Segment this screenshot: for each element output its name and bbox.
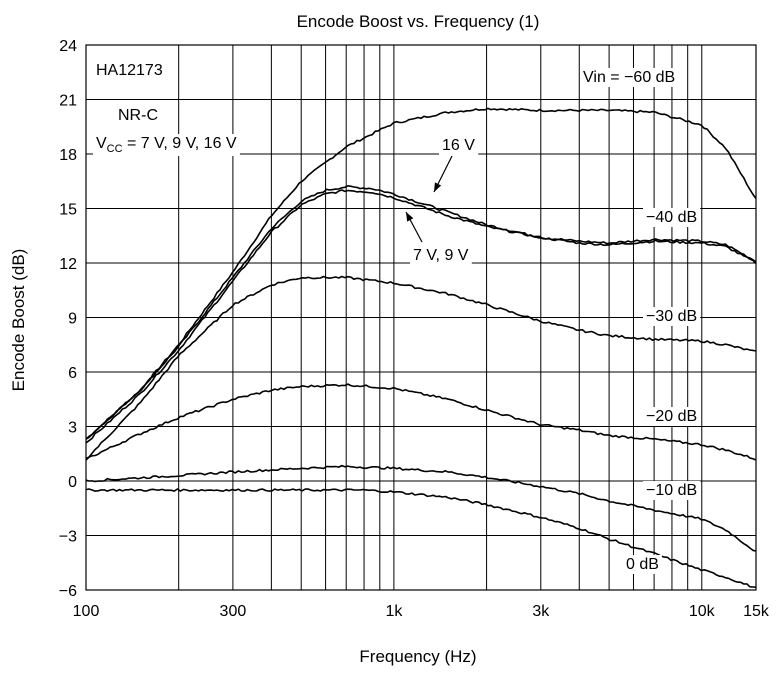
- series-line: [85, 189, 757, 444]
- label-background: [580, 68, 679, 87]
- y-tick-label: −6: [59, 583, 77, 600]
- series-line: [85, 275, 757, 460]
- y-tick-label: 12: [59, 256, 77, 273]
- label-7v-9v: 7 V, 9 V: [413, 247, 469, 264]
- series-line: [85, 185, 757, 440]
- label-background: [410, 246, 472, 265]
- grid: [85, 44, 757, 591]
- series-line: [85, 383, 757, 461]
- mode-label: NR-C: [118, 107, 158, 124]
- x-tick-label: 1k: [385, 603, 403, 620]
- vcc-label: VCC = 7 V, 9 V, 16 V: [96, 135, 237, 155]
- x-tick-label: 100: [73, 603, 100, 620]
- label-background: [115, 106, 161, 125]
- x-axis-label: Frequency (Hz): [359, 647, 476, 666]
- series-line: [85, 107, 757, 440]
- device-label: HA12173: [96, 62, 163, 79]
- curves: [85, 107, 757, 588]
- y-axis-label: Encode Boost (dB): [9, 249, 28, 392]
- level-label-minus30: −30 dB: [646, 308, 697, 325]
- y-tick-label: 0: [68, 474, 77, 491]
- y-tick-label: 15: [59, 202, 77, 219]
- x-tick-label: 3k: [532, 603, 550, 620]
- y-tick-label: −3: [59, 529, 77, 546]
- level-label-minus40: −40 dB: [646, 209, 697, 226]
- chart-title: Encode Boost vs. Frequency (1): [297, 12, 540, 31]
- series-line: [85, 488, 757, 588]
- level-label-minus60: Vin = −60 dB: [583, 69, 675, 86]
- y-tick-label: 3: [68, 420, 77, 437]
- label-background: [643, 208, 701, 227]
- label-background: [439, 136, 479, 155]
- label-background: [643, 307, 701, 326]
- y-tick-label: 9: [68, 311, 77, 328]
- y-tick-label: 21: [59, 93, 77, 110]
- level-label-0db: 0 dB: [626, 556, 659, 573]
- level-label-minus10: −10 dB: [646, 482, 697, 499]
- y-tick-label: 18: [59, 147, 77, 164]
- arrow-16v-head: [434, 182, 442, 192]
- series-line: [85, 464, 757, 552]
- arrow-7v9v-head: [406, 212, 414, 222]
- label-16v: 16 V: [442, 137, 475, 154]
- tick-labels: −6 −3 0 3 6 9 12 15 18 21 24 100 300 1k 3k 10k 15k: [59, 38, 770, 620]
- y-tick-label: 6: [68, 365, 77, 382]
- x-tick-label: 10k: [689, 603, 716, 620]
- label-background: [93, 61, 166, 80]
- annotations: HA12173 NR-C VCC = 7 V, 9 V, 16 V Vin = −60…: [93, 61, 701, 574]
- x-tick-label: 15k: [743, 603, 770, 620]
- label-background: [623, 555, 662, 574]
- label-background: [93, 134, 240, 156]
- x-tick-label: 300: [220, 603, 247, 620]
- label-background: [643, 407, 701, 426]
- label-background: [643, 481, 701, 500]
- y-tick-label: 24: [59, 38, 77, 55]
- level-label-minus20: −20 dB: [646, 408, 697, 425]
